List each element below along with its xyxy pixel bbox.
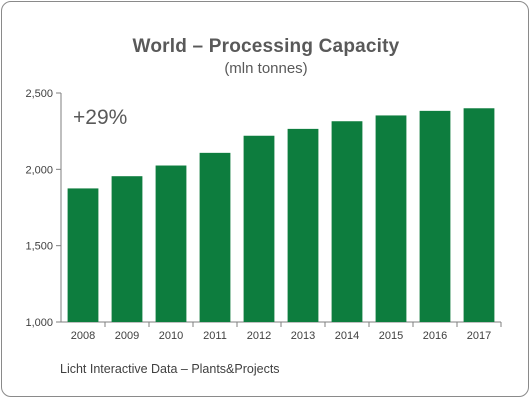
y-tick-label: 1,500 [25,241,53,253]
y-tick-label: 2,500 [25,88,53,100]
x-tick-label: 2016 [423,330,447,342]
x-tick-label: 2011 [203,330,227,342]
chart-subtitle: (mln tonnes) [224,60,308,77]
bar-2016 [419,110,451,322]
y-tick-label: 1,000 [25,317,53,329]
x-tick-label: 2017 [467,330,491,342]
bar-2013 [287,128,319,322]
bar-2009 [111,176,143,322]
source-note: Licht Interactive Data – Plants&Projects [60,362,280,376]
x-tick-label: 2012 [247,330,271,342]
growth-annotation: +29% [73,106,127,129]
bar-2012 [243,135,275,322]
bar-2008 [67,188,99,322]
bar-2014 [331,121,363,322]
x-tick-label: 2014 [335,330,359,342]
x-tick-label: 2008 [71,330,95,342]
bar-2015 [375,115,407,322]
y-tick-label: 2,000 [25,164,53,176]
x-tick-label: 2013 [291,330,315,342]
bar-2010 [155,165,187,322]
bar-2011 [199,152,231,322]
x-tick-label: 2015 [379,330,403,342]
chart-title: World – Processing Capacity [132,36,400,57]
x-tick-label: 2010 [159,330,183,342]
x-tick-label: 2009 [115,330,139,342]
bar-2017 [463,108,495,323]
